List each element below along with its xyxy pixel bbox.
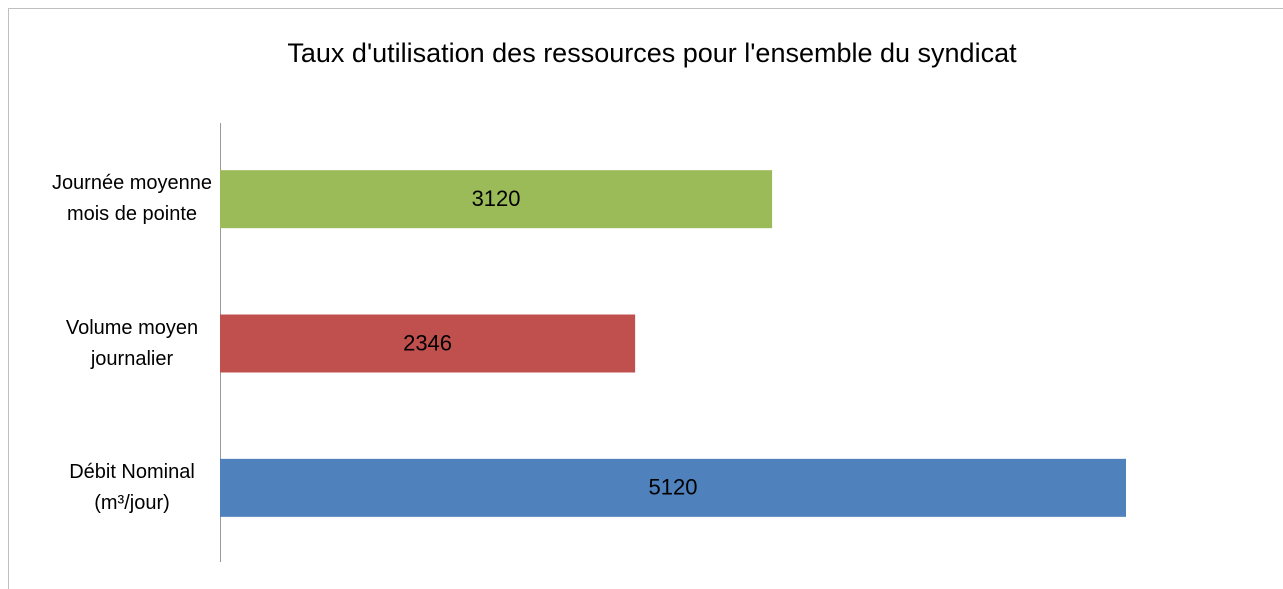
bar	[220, 458, 1126, 517]
bar	[220, 170, 773, 229]
chart-title: Taux d'utilisation des ressources pour l…	[287, 38, 1017, 68]
data-label: 3120	[472, 186, 521, 211]
data-label: 5120	[649, 475, 698, 500]
category-label: Journée moyenne mois de pointe	[51, 172, 213, 226]
bar	[220, 314, 636, 373]
category-label: Débit Nominal (m³/jour)	[69, 460, 195, 514]
category-label: Volume moyen journalier	[65, 316, 199, 370]
data-label: 2346	[403, 330, 452, 355]
